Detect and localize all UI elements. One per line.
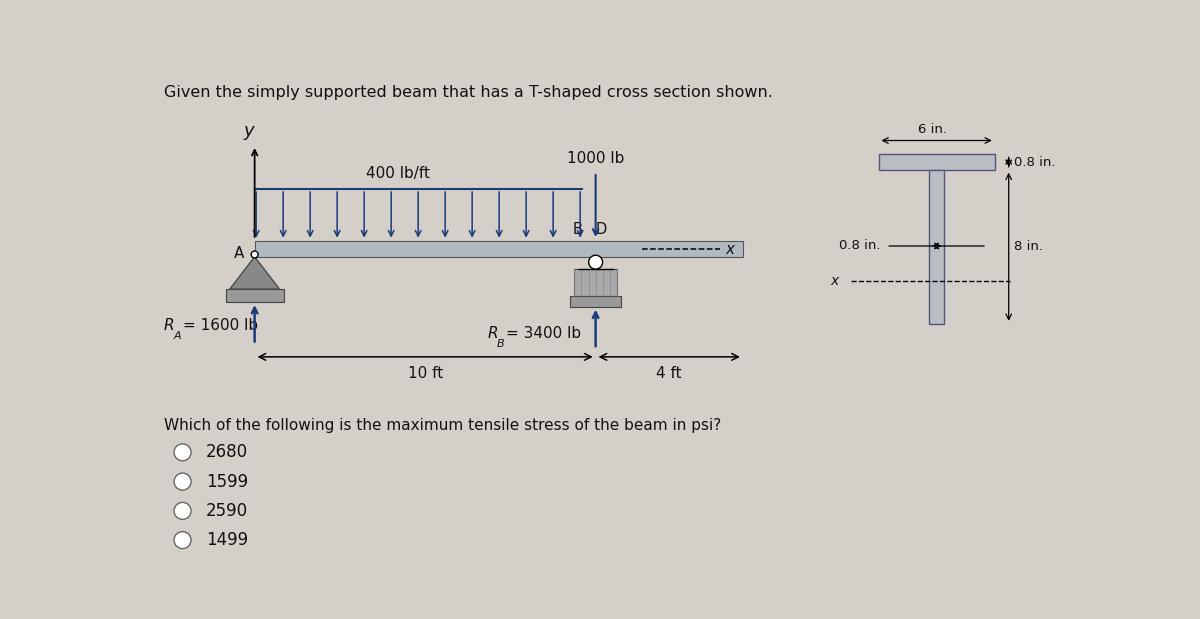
Text: 2680: 2680: [206, 443, 248, 461]
Text: Which of the following is the maximum tensile stress of the beam in psi?: Which of the following is the maximum te…: [164, 418, 721, 433]
Circle shape: [174, 444, 191, 461]
Text: 1599: 1599: [206, 473, 248, 491]
Bar: [575, 269, 617, 296]
Bar: [570, 296, 620, 307]
Bar: [254, 241, 743, 257]
Text: D: D: [595, 222, 607, 236]
Text: x: x: [725, 241, 734, 256]
Text: A: A: [173, 331, 181, 340]
Text: y: y: [244, 122, 253, 140]
Bar: [226, 289, 283, 302]
Text: 0.8 in.: 0.8 in.: [1014, 155, 1056, 168]
Text: R: R: [487, 326, 498, 341]
Text: x: x: [830, 274, 839, 288]
Text: 0.8 in.: 0.8 in.: [839, 240, 881, 253]
Text: = 3400 lb: = 3400 lb: [505, 326, 581, 341]
Bar: [929, 170, 944, 324]
Text: B: B: [497, 339, 504, 349]
Text: 8 in.: 8 in.: [1014, 240, 1043, 253]
Polygon shape: [230, 257, 280, 289]
Text: 1499: 1499: [206, 531, 248, 549]
Text: A: A: [233, 246, 244, 261]
Bar: [878, 154, 995, 170]
Text: 2590: 2590: [206, 502, 248, 520]
Text: B: B: [572, 222, 583, 236]
Circle shape: [174, 473, 191, 490]
Circle shape: [251, 251, 258, 258]
Text: 6 in.: 6 in.: [918, 123, 947, 136]
Text: 4 ft: 4 ft: [656, 366, 682, 381]
Circle shape: [174, 503, 191, 519]
Circle shape: [589, 255, 602, 269]
Text: 10 ft: 10 ft: [408, 366, 443, 381]
Text: 400 lb/ft: 400 lb/ft: [366, 167, 430, 181]
Text: 1000 lb: 1000 lb: [566, 151, 624, 166]
Text: = 1600 lb: = 1600 lb: [182, 318, 258, 333]
Text: R: R: [164, 318, 174, 333]
Text: Given the simply supported beam that has a T-shaped cross section shown.: Given the simply supported beam that has…: [164, 85, 773, 100]
Circle shape: [174, 532, 191, 548]
